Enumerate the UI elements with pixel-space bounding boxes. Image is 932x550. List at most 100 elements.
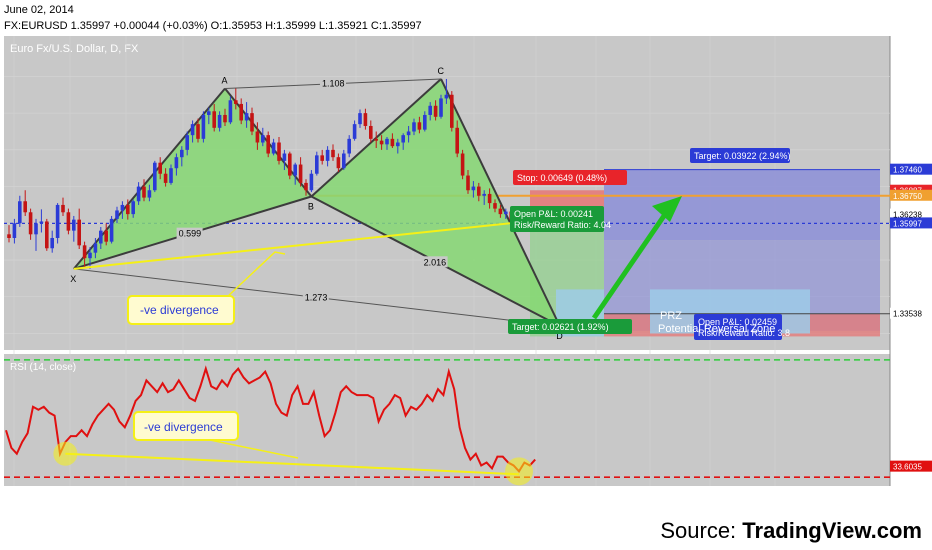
x-tick-label: 16 (469, 489, 479, 499)
candle-body (244, 113, 249, 121)
candle-body (358, 113, 362, 125)
price-panel-title: Euro Fx/U.S. Dollar, D, FX (10, 43, 139, 55)
price-tick-label: 1.33000 (894, 329, 923, 338)
candle-body (315, 155, 319, 174)
candle-body (18, 201, 22, 224)
ratio-label: 1.273 (305, 292, 328, 302)
candle-body (369, 125, 373, 139)
candle-body (217, 114, 222, 128)
candle-body (109, 218, 114, 242)
candle-body (412, 122, 416, 132)
tradingview-brand: TradingView.com (742, 518, 922, 543)
candle-body (271, 142, 276, 154)
candle-body (428, 105, 432, 115)
candle-body (7, 234, 11, 238)
x-tick-label: Jun (531, 489, 546, 499)
x-tick-label: May (408, 489, 426, 499)
candle-body (261, 135, 265, 143)
price-tag-label: 1.33538 (893, 310, 922, 319)
candle-body (374, 138, 378, 141)
prz-label-line1: PRZ (660, 310, 682, 322)
divergence-callout-pointer (225, 251, 286, 299)
price-tag-bg (890, 208, 932, 220)
rsi-divergence-callout (133, 411, 239, 441)
candle-body (363, 113, 368, 126)
price-tick-label: 1.34000 (894, 293, 923, 302)
x-tick-label: Feb (65, 489, 81, 499)
candle-body (99, 230, 103, 244)
pattern-point-x: X (70, 274, 76, 284)
candle-body (471, 186, 476, 191)
candle-body (352, 124, 357, 139)
rsi-tick-label: 30.0000 (894, 473, 923, 482)
price-tag-bg (890, 163, 932, 175)
candle-body (487, 193, 492, 204)
candle-body (347, 138, 351, 154)
chart-date: June 02, 2014 (4, 4, 74, 16)
x-tick-label: Mar (178, 489, 194, 499)
rsi-divergence-label: -ve divergence (144, 420, 223, 434)
target-2-label: Target: 0.03922 (2.94%) (694, 151, 791, 161)
target-2-label-bg (690, 148, 790, 163)
candle-body (66, 212, 71, 231)
x-tick-label: 16 (351, 489, 361, 499)
candle-body (82, 245, 87, 259)
ratio-label-bg (176, 227, 203, 239)
candle-body (504, 211, 508, 215)
candle-body (34, 223, 38, 235)
candle-body (136, 186, 141, 202)
trade-2-pl-label: Open P&L: 0.02459 (698, 317, 777, 327)
candle-body (298, 164, 303, 183)
price-divergence-label: -ve divergence (140, 303, 219, 317)
candle-body (23, 201, 27, 213)
symbol-quote-line: FX:EURUSD 1.35997 +0.00044 (+0.03%) O:1.… (4, 20, 422, 32)
candle-body (196, 124, 200, 139)
price-tag-bg (890, 217, 932, 229)
candle-body (342, 153, 346, 169)
candle-body (180, 149, 184, 158)
candle-body (61, 204, 65, 213)
rsi-tick-label: 50.0000 (894, 415, 923, 424)
x-tick-label: 17 (232, 489, 242, 499)
candle-body (482, 193, 486, 196)
candle-body (93, 243, 98, 253)
candle-body (255, 131, 260, 143)
pattern-point-b: B (308, 201, 314, 211)
candle-body (185, 135, 189, 150)
candle-body (293, 164, 297, 176)
candle-body (12, 223, 17, 238)
candle-body (385, 138, 389, 145)
candle-body (390, 138, 395, 147)
candle-body (158, 162, 162, 174)
price-tick-label: 1.38000 (894, 146, 923, 155)
long-arrow-head-icon (652, 196, 682, 222)
rsi-divergence-line (65, 452, 520, 476)
rsi-tick-label: 60.0000 (894, 385, 923, 394)
candle-body (396, 142, 400, 147)
trade-1-pl-label-bg (510, 206, 604, 232)
candle-body (207, 111, 211, 115)
price-tag-label: 1.37460 (893, 166, 922, 175)
candle-body (142, 186, 146, 198)
long-arrow-icon (591, 208, 671, 320)
prz-label-line2: Potential Reversal Zone (658, 323, 775, 335)
candle-body (234, 100, 238, 104)
rsi-tick-label: 70.0000 (894, 356, 923, 365)
candle-body (39, 221, 44, 224)
ratio-label: 2.016 (424, 257, 447, 267)
candle-body (223, 114, 227, 123)
x-tick-label: Jul (645, 489, 657, 499)
pattern-point-c: C (438, 66, 445, 76)
price-tag-label: 1.36238 (893, 211, 922, 220)
x-tick-label: Aug (770, 489, 786, 499)
candle-body (406, 131, 411, 136)
candle-body (201, 114, 206, 139)
candle-body (282, 153, 287, 161)
pattern-leg (440, 78, 561, 327)
rsi-callout-pointer (209, 439, 299, 459)
candle-body (320, 155, 324, 161)
rsi-line (5, 365, 536, 473)
candle-body (444, 94, 449, 99)
candle-body (88, 252, 92, 259)
price-divergence-callout (127, 295, 235, 325)
